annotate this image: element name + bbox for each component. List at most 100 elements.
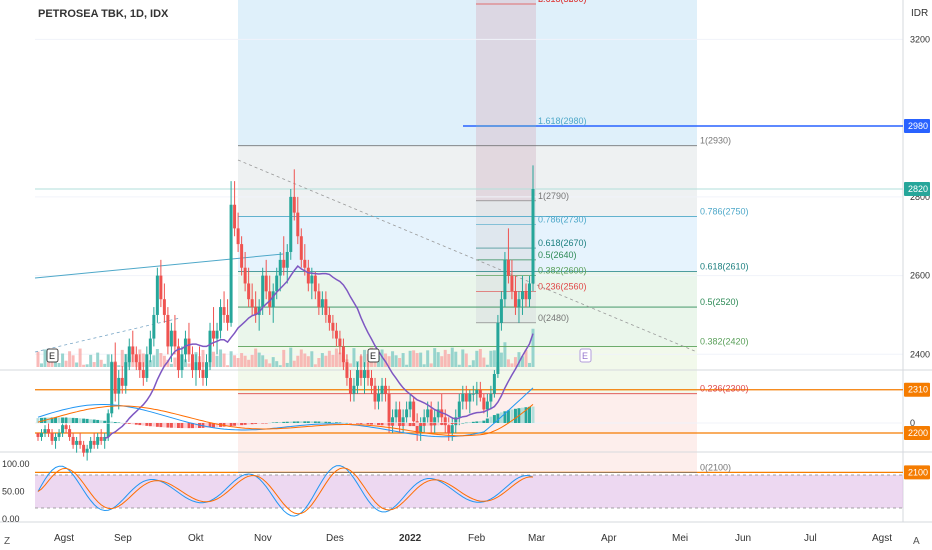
volume-bar [398, 358, 402, 367]
price-badge [904, 465, 930, 480]
volume-bar [212, 351, 216, 367]
candle-body [219, 307, 223, 331]
fib-small-label: 1.618(2980) [538, 116, 587, 126]
candle-body [124, 362, 128, 386]
fib-small-label: 3.618(3600) [538, 0, 587, 4]
macd-histogram-bar [289, 421, 293, 423]
price-axis[interactable]: 3600340032002800260024002980282023102200… [904, 0, 930, 480]
currency-label: IDR [911, 8, 928, 19]
macd-histogram-bar [443, 423, 447, 425]
macd-histogram-bar [331, 422, 335, 423]
candle-body [482, 397, 486, 410]
candle-body [520, 291, 524, 300]
candle-body [194, 362, 198, 371]
candle-body [394, 409, 398, 418]
volume-bar [320, 353, 324, 367]
volume-bar [233, 355, 237, 367]
macd-histogram-bar [68, 417, 72, 423]
dashed-support [34, 317, 181, 353]
candle-body [36, 433, 40, 437]
macd-histogram-bar [190, 423, 194, 429]
candle-body [92, 440, 96, 445]
macd-histogram-bar [117, 422, 121, 423]
candle-body [362, 370, 366, 378]
macd-histogram-bar [176, 423, 180, 428]
volume-bar [303, 353, 307, 367]
volume-bar [492, 350, 496, 367]
volume-bar [187, 363, 191, 367]
macd-histogram-bar [355, 423, 359, 424]
macd-histogram-bar [208, 423, 212, 428]
time-tick-label: Mar [528, 533, 546, 544]
volume-bar [292, 360, 296, 367]
time-axis[interactable]: Agst Sep Okt Nov Des 2022 Feb Mar Apr Mei Jun Jul Ag… [54, 533, 892, 544]
volume-bar [352, 348, 356, 367]
macd-histogram-bar [106, 421, 110, 423]
macd-histogram-bar [433, 423, 437, 426]
volume-bar [443, 349, 447, 367]
fib-small-zone-top [476, 0, 536, 201]
candle-body [478, 389, 482, 398]
macd-histogram-bar [183, 423, 187, 429]
volume-bar [201, 349, 205, 367]
candle-body [131, 346, 135, 355]
candle-body [412, 401, 416, 422]
candle-body [489, 393, 493, 402]
signal-line [37, 404, 534, 437]
candle-body [226, 314, 230, 323]
log-scale-icon[interactable]: Z [4, 536, 10, 547]
volume-bar [75, 362, 79, 367]
fib-label: 0.786(2750) [700, 207, 749, 217]
candle-body [180, 354, 184, 371]
candle-body [380, 385, 384, 394]
time-tick-label: Agst [54, 533, 74, 544]
volume-bar [40, 363, 44, 367]
volume-bar [457, 364, 461, 367]
candle-body [398, 409, 402, 426]
time-tick-label: Nov [254, 533, 272, 544]
candle-body [113, 362, 117, 394]
volume-bar [257, 352, 261, 367]
candle-body [201, 370, 205, 378]
fib-small-label: 0.5(2640) [538, 250, 577, 260]
volume-bar [57, 362, 61, 367]
macd-pane[interactable]: 1000 [35, 384, 925, 438]
price-tick-label: 3200 [910, 34, 930, 44]
candlesticks[interactable] [36, 165, 535, 461]
volume-bar [436, 352, 440, 367]
candle-body [57, 433, 61, 437]
stoch-rsi-pane[interactable]: 100.00 50.00 0.00 [2, 459, 903, 524]
price-badge-label: 2820 [908, 184, 928, 194]
candle-body [415, 421, 419, 434]
dashed-trendline [237, 159, 698, 353]
price-badge-label: 2980 [908, 121, 928, 131]
candle-body [75, 440, 79, 445]
macd-histogram-bar [478, 421, 482, 423]
volume-bar [426, 350, 430, 367]
rsi-tick-label: 100.00 [2, 459, 30, 469]
earnings-marker-label: E [370, 351, 376, 361]
macd-histogram-bar [40, 417, 44, 423]
fib-small-label: 0.786(2730) [538, 214, 587, 224]
price-tick-label: 2600 [910, 271, 930, 281]
auto-scale-icon[interactable]: A [913, 536, 920, 547]
volume-bar [468, 365, 472, 367]
volume-bar [254, 348, 258, 367]
volume-bar [306, 356, 310, 367]
macd-histogram-bar [47, 417, 51, 423]
candle-body [527, 283, 531, 300]
volume-bar [499, 352, 503, 367]
volume-bar [106, 354, 110, 367]
macd-histogram-bar [166, 423, 170, 428]
volume-bar [394, 355, 398, 367]
macd-histogram-bar [71, 417, 75, 423]
macd-histogram-bar [341, 422, 345, 424]
volume-bar [348, 363, 352, 367]
volume-bar [261, 355, 265, 367]
candle-body [405, 409, 409, 418]
candle-body [250, 299, 254, 308]
candle-body [215, 330, 219, 339]
candle-body [306, 267, 310, 284]
